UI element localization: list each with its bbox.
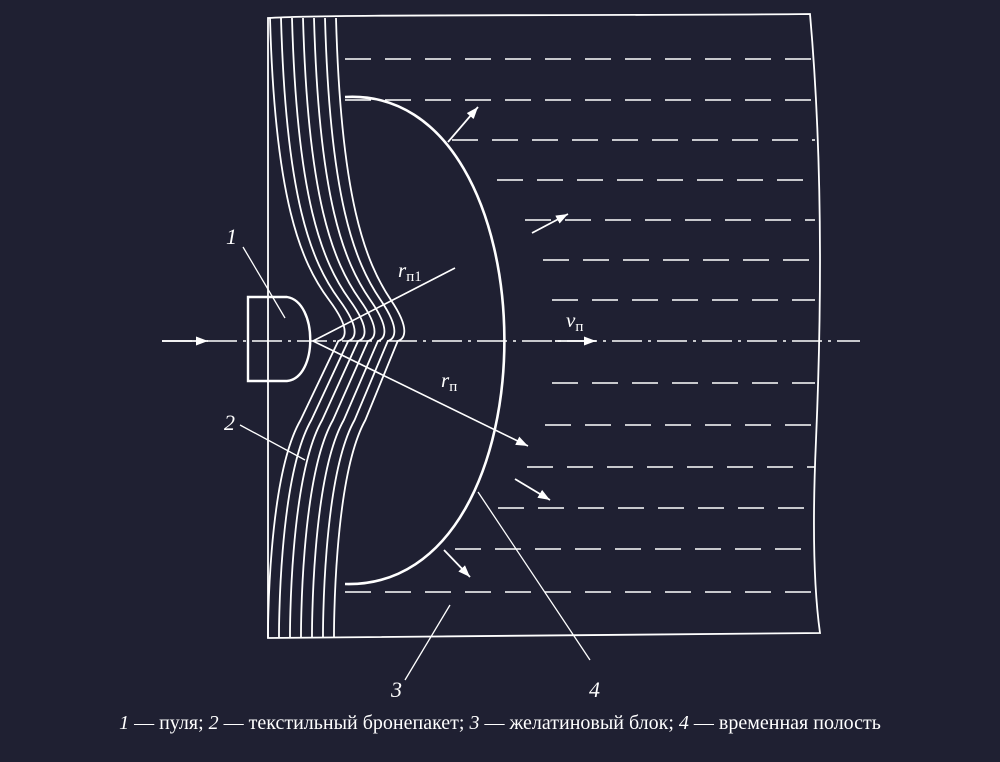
caption-num-4: 4 xyxy=(678,712,689,734)
cavity-expansion-arrows xyxy=(443,106,569,578)
label-velocity: vп xyxy=(566,308,583,335)
label-part-3: 3 xyxy=(390,677,402,702)
caption-num-1: 1 xyxy=(119,712,130,734)
label-leader-lines xyxy=(239,246,591,681)
caption-text-2: — текстильный бронепакет; xyxy=(218,712,470,734)
temporary-cavity-outline xyxy=(344,95,506,586)
label-radius-r1: rп1 xyxy=(398,258,422,285)
caption-text-3: — желатиновый блок; xyxy=(479,712,679,734)
radius-r-arrow xyxy=(312,340,529,447)
gelatin-dash-lines xyxy=(345,58,815,593)
gelatin-block-outline xyxy=(267,13,822,639)
label-part-1: 1 xyxy=(226,224,237,249)
radius-r1-line xyxy=(312,267,456,342)
label-part-4: 4 xyxy=(589,677,600,702)
caption-num-2: 2 xyxy=(208,712,219,734)
figure-caption: 1 — пуля; 2 — текстильный бронепакет; 3 … xyxy=(0,712,1000,735)
caption-text-4: — временная полость xyxy=(688,712,881,734)
textile-armor-layers xyxy=(267,17,406,639)
caption-num-3: 3 xyxy=(469,712,480,734)
bullet-outline xyxy=(246,295,312,383)
armor-layer-5 xyxy=(311,17,386,639)
label-part-2: 2 xyxy=(224,410,235,435)
caption-text-1: — пуля; xyxy=(129,712,209,734)
label-radius-r: rп xyxy=(441,368,457,395)
armor-layer-1 xyxy=(267,17,346,639)
